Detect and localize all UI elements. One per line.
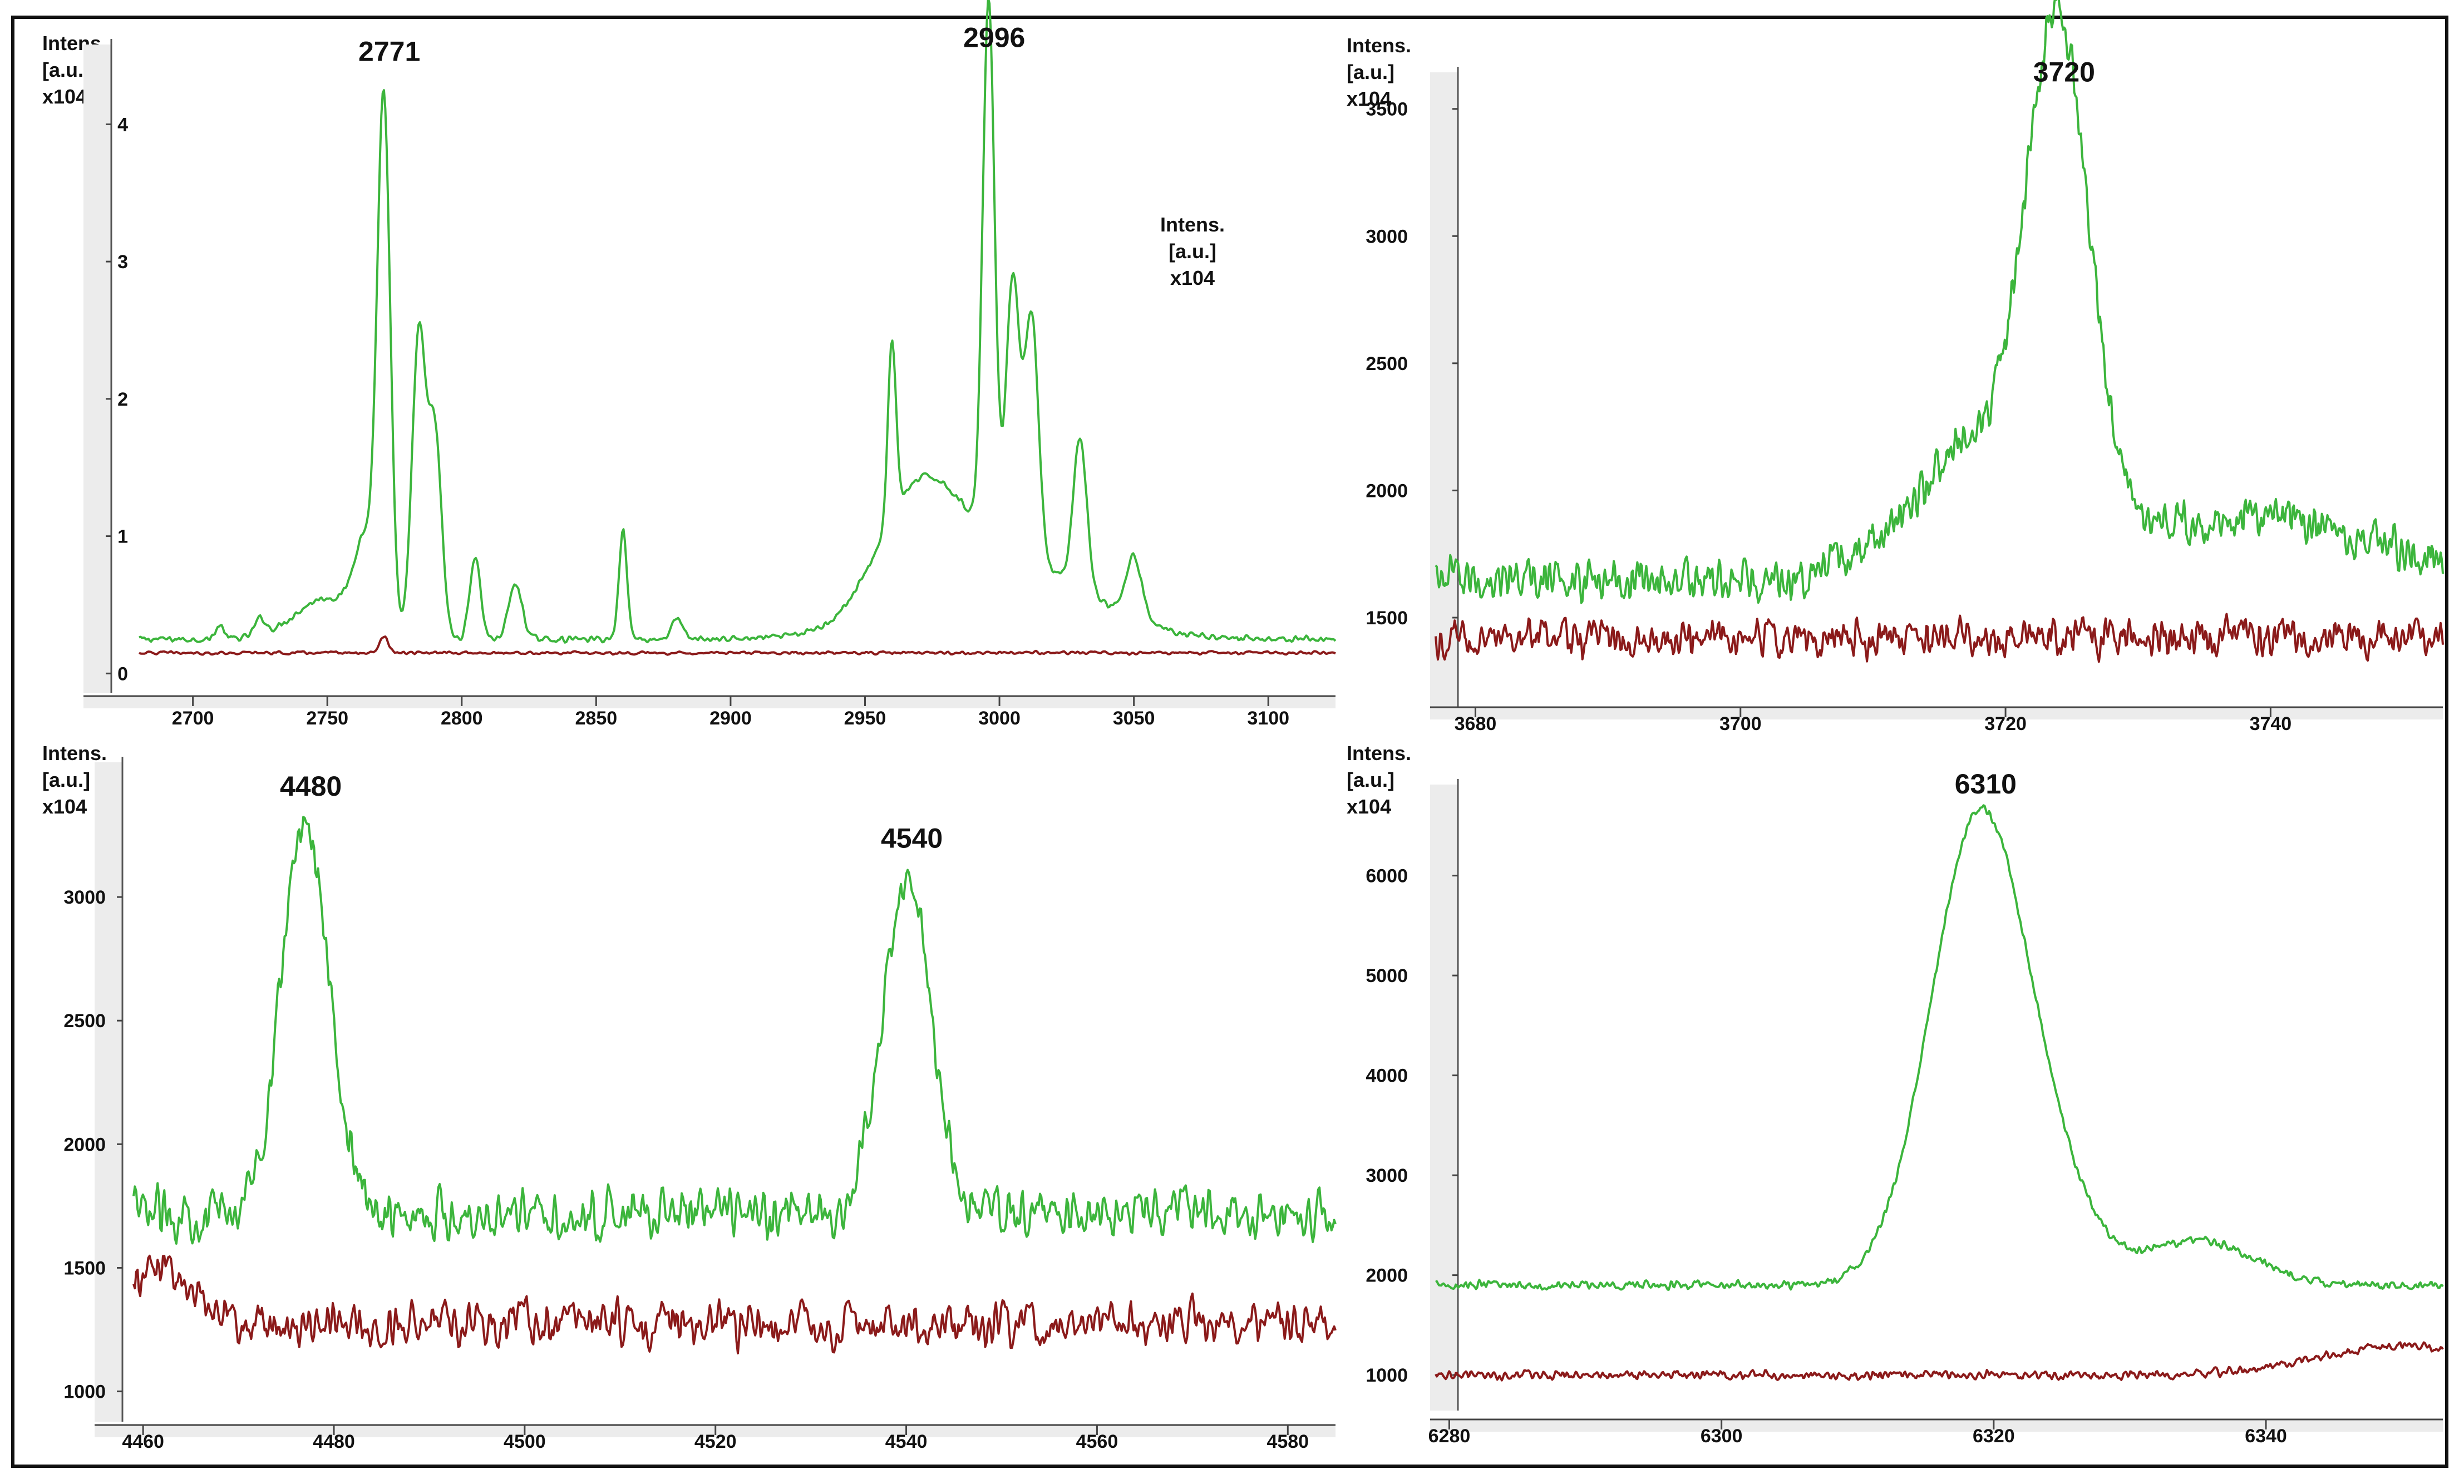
peak-label-0: 3720 [2033, 57, 2095, 88]
x-tick-label-7: 3050 [1113, 708, 1155, 729]
x-tick-label-3: 3740 [2250, 713, 2292, 734]
x-tick-label-0: 4460 [122, 1431, 164, 1452]
y-tick-label-3: 3 [117, 252, 128, 273]
float-label-line1: Intens. [1160, 213, 1225, 236]
x-axis-band [1430, 1419, 2443, 1432]
spectrum-chart: 1000 2000 3000 4000 5000 6000 6280 6300 6320 6340… [1366, 768, 2444, 1447]
peak-label-0: 6310 [1955, 768, 2017, 800]
spectrum-panel-top-left: Intens. [a.u.] x104 Intens. [a.u.] x104 … [22, 0, 1347, 740]
x-tick-label-5: 4560 [1076, 1431, 1118, 1452]
y-tick-label-1: 2000 [1366, 480, 1408, 501]
y-label-line1: Intens. [1347, 742, 1412, 765]
x-tick-label-2: 3720 [1984, 713, 2027, 734]
y-label-line2: [a.u.] [1347, 768, 1394, 791]
y-tick-label-3: 3000 [1366, 226, 1408, 247]
x-tick-label-3: 4520 [694, 1431, 737, 1452]
x-tick-label-6: 3000 [978, 708, 1021, 729]
y-axis-band [1430, 72, 1458, 712]
spectrum-panel-bottom-left: Intens. [a.u.] x104 1000 1500 2000 2500 3000… [22, 740, 1347, 1458]
x-tick-label-1: 4480 [313, 1431, 355, 1452]
y-tick-label-0: 1000 [1366, 1365, 1408, 1386]
y-label-line3: x104 [1347, 87, 1392, 110]
spectrum-panel-top-right: Intens. [a.u.] x104 1500 2000 2500 3000 3500… [1347, 0, 2448, 740]
spectrum-chart: 0 1 2 3 4 2700 2750 2800 2850 2900 2950 3000 3050 310… [83, 0, 1337, 729]
peak-label-1: 4540 [881, 822, 943, 854]
series-line-sample [1435, 804, 2444, 1291]
y-tick-label-2: 2000 [63, 1134, 106, 1155]
series-line-control [1435, 1341, 2444, 1382]
x-tick-label-2: 2800 [441, 708, 483, 729]
x-axis-band [83, 696, 1336, 708]
y-axis-band [1430, 785, 1458, 1411]
y-tick-label-3: 4000 [1366, 1066, 1408, 1087]
spectrum-chart: 1000 1500 2000 2500 3000 4460 4480 4500 4520 4540… [63, 757, 1337, 1452]
y-tick-label-4: 5000 [1366, 965, 1408, 987]
x-tick-label-5: 2950 [844, 708, 886, 729]
series-line-sample [1435, 0, 2444, 604]
y-tick-label-2: 2500 [1366, 353, 1408, 374]
y-tick-label-4: 4 [117, 114, 128, 135]
y-tick-label-4: 3000 [63, 887, 106, 908]
y-tick-label-0: 0 [117, 663, 128, 684]
x-tick-label-0: 2700 [172, 708, 214, 729]
x-tick-label-1: 6300 [1701, 1426, 1743, 1447]
series-line-control [139, 635, 1336, 656]
spectrum-chart: 1500 2000 2500 3000 3500 3680 3700 3720 3740 3720 [1366, 0, 2444, 734]
x-tick-label-6: 4580 [1267, 1431, 1309, 1452]
y-label-line2: [a.u.] [42, 58, 90, 81]
peak-label-1: 2996 [963, 22, 1025, 53]
y-label-line2: [a.u.] [1347, 61, 1394, 83]
floating-y-axis-label: Intens. [a.u.] x104 [1160, 211, 1225, 292]
series-line-control [1435, 613, 2444, 663]
y-label-line1: Intens. [42, 742, 107, 765]
x-tick-label-2: 6320 [1973, 1426, 2015, 1447]
peak-label-0: 2771 [358, 36, 420, 67]
x-tick-label-3: 6340 [2245, 1426, 2287, 1447]
x-tick-label-8: 3100 [1247, 708, 1289, 729]
y-tick-label-0: 1000 [63, 1382, 106, 1403]
y-axis-label: Intens. [a.u.] x104 [42, 740, 107, 820]
x-tick-label-3: 2850 [575, 708, 618, 729]
y-tick-label-3: 2500 [63, 1010, 106, 1032]
x-tick-label-1: 3700 [1719, 713, 1762, 734]
x-tick-label-0: 3680 [1455, 713, 1497, 734]
y-label-line3: x104 [1347, 795, 1392, 818]
y-axis-label: Intens. [a.u.] x104 [1347, 740, 1411, 820]
y-tick-label-4: 3500 [1366, 99, 1408, 120]
y-axis-band [95, 762, 122, 1422]
x-axis-band [1430, 707, 2443, 719]
y-label-line1: Intens. [1347, 34, 1412, 57]
y-tick-label-2: 2 [117, 389, 128, 410]
x-tick-label-2: 4500 [504, 1431, 546, 1452]
series-line-sample [132, 816, 1337, 1245]
float-label-line3: x104 [1170, 267, 1215, 289]
y-axis-band [83, 45, 111, 693]
peak-label-0: 4480 [280, 771, 342, 802]
figure-frame [11, 16, 2448, 1468]
series-line-sample [139, 0, 1337, 644]
y-tick-label-1: 1500 [63, 1258, 106, 1279]
y-tick-label-2: 3000 [1366, 1165, 1408, 1186]
y-tick-label-1: 2000 [1366, 1265, 1408, 1286]
float-label-line2: [a.u.] [1169, 240, 1216, 263]
x-tick-label-4: 2900 [709, 708, 752, 729]
x-tick-label-4: 4540 [885, 1431, 928, 1452]
y-tick-label-0: 1500 [1366, 608, 1408, 629]
spectrum-panel-bottom-right: Intens. [a.u.] x104 1000 2000 3000 4000 5000… [1347, 740, 2448, 1458]
y-tick-label-5: 6000 [1366, 866, 1408, 887]
y-label-line3: x104 [42, 795, 87, 818]
x-tick-label-0: 6280 [1428, 1426, 1471, 1447]
y-tick-label-1: 1 [117, 526, 128, 548]
series-line-control [132, 1254, 1337, 1355]
x-tick-label-1: 2750 [306, 708, 348, 729]
y-label-line2: [a.u.] [42, 768, 90, 791]
y-axis-label: Intens. [a.u.] x104 [1347, 32, 1411, 112]
